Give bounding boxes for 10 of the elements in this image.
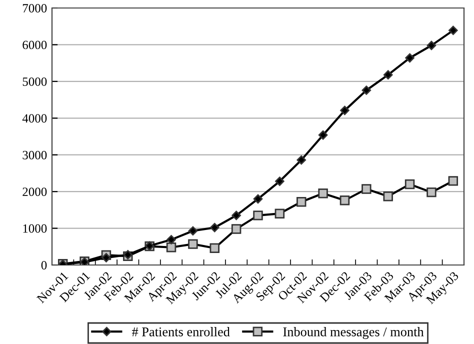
y-tick-label: 5000 [22,77,47,86]
y-tick-label: 7000 [22,4,47,12]
y-tick-label: 2000 [22,188,47,196]
y-tick-label: 6000 [22,40,47,50]
y-tick-label: 3000 [22,150,47,160]
legend-label: # Patients enrolled [132,327,230,336]
y-tick-label: 0 [41,261,47,270]
legend-label: Inbound messages / month [283,327,424,340]
y-tick-label: 1000 [23,224,47,233]
y-tick-label: 4000 [22,114,47,123]
